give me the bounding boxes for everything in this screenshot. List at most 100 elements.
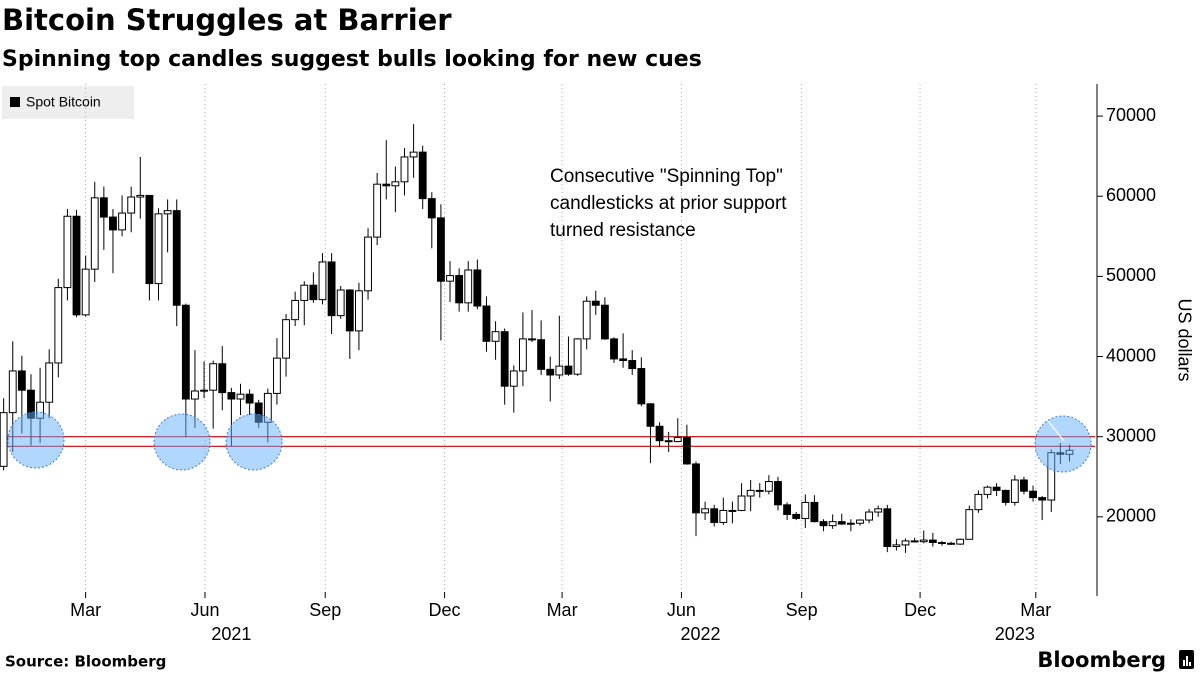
candle-body xyxy=(719,509,728,523)
candle-body xyxy=(892,544,901,548)
candle-body xyxy=(992,486,1001,491)
candle-body xyxy=(391,181,400,187)
x-tick-label: Jun xyxy=(667,600,696,620)
x-tick-label: Sep xyxy=(786,600,818,620)
candle-body xyxy=(628,360,637,370)
candle-body xyxy=(746,489,755,497)
candle-body xyxy=(191,390,199,400)
candle-body xyxy=(400,156,409,183)
candle-body xyxy=(509,370,518,387)
candle-body xyxy=(418,151,427,200)
x-tick-label: Jun xyxy=(190,600,219,620)
candle-body xyxy=(619,358,628,362)
candle-body xyxy=(928,539,937,543)
candle-body xyxy=(528,338,536,341)
candle-body xyxy=(573,338,582,375)
highlight-circles xyxy=(7,411,1092,473)
candle-body xyxy=(63,215,72,289)
candle-body xyxy=(728,509,737,512)
candle-body xyxy=(600,304,609,340)
candle-body xyxy=(382,183,391,187)
legend-box xyxy=(2,86,134,119)
annotation-line: candlesticks at prior support xyxy=(550,193,787,214)
candle-body xyxy=(518,338,527,372)
candle-body xyxy=(591,300,600,306)
candle-body xyxy=(236,393,245,400)
candle-body xyxy=(983,486,992,495)
candle-body xyxy=(974,493,983,511)
candle-body xyxy=(1010,479,1019,503)
x-tick-label: Mar xyxy=(547,600,578,620)
candle-body xyxy=(345,289,354,332)
candle-body xyxy=(482,305,491,342)
candle-body xyxy=(355,290,363,332)
candle-body xyxy=(710,508,719,523)
y-tick-label: 50000 xyxy=(1106,265,1156,285)
candle-body xyxy=(664,440,673,443)
candle-body xyxy=(755,489,764,492)
candle-body xyxy=(327,261,336,317)
candle-body xyxy=(273,357,281,394)
candle-body xyxy=(72,215,81,316)
candle-body xyxy=(245,393,254,404)
candle-body xyxy=(774,481,782,506)
candle-body xyxy=(819,521,828,527)
candle-body xyxy=(828,521,837,527)
candle-body xyxy=(109,216,117,231)
candle-body xyxy=(837,521,846,525)
candle-body xyxy=(865,511,873,521)
x-tick-label: Mar xyxy=(70,600,101,620)
candle-body xyxy=(610,338,618,360)
candle-body xyxy=(646,403,655,427)
y-tick-label: 30000 xyxy=(1106,425,1156,445)
candle-body xyxy=(373,183,382,238)
candle-body xyxy=(856,519,864,524)
candle-body xyxy=(1038,497,1047,501)
candle-body xyxy=(737,495,746,511)
candle-body xyxy=(0,412,8,467)
y-tick-label: 40000 xyxy=(1106,345,1156,365)
candle-body xyxy=(938,541,946,544)
x-year-label: 2021 xyxy=(211,624,251,644)
chart-title: Bitcoin Struggles at Barrier xyxy=(2,3,452,37)
brand-icon-bar xyxy=(1183,660,1185,666)
x-tick-label: Dec xyxy=(904,600,936,620)
highlight-circle xyxy=(225,413,283,471)
candle-body xyxy=(99,197,108,218)
candle-body xyxy=(209,363,218,391)
candle-body xyxy=(127,196,136,214)
candle-body xyxy=(965,509,974,540)
candle-body xyxy=(364,236,372,292)
candle-body xyxy=(1020,479,1028,492)
x-tick-label: Mar xyxy=(1020,600,1051,620)
y-tick-label: 70000 xyxy=(1106,105,1156,125)
candle-body xyxy=(154,213,163,285)
candle-body xyxy=(846,522,855,525)
candle-body xyxy=(300,284,309,301)
candle-body xyxy=(546,368,555,376)
brand: Bloomberg xyxy=(1037,648,1166,672)
candle-body xyxy=(637,368,646,405)
candle-body xyxy=(701,508,710,514)
candle-body xyxy=(181,304,190,400)
candle-body xyxy=(118,212,126,231)
candle-body xyxy=(564,365,573,375)
candle-body xyxy=(910,540,919,543)
brand-icon xyxy=(1179,650,1194,669)
y-tick-label: 60000 xyxy=(1106,185,1156,205)
candle-body xyxy=(673,436,682,442)
x-tick-label: Dec xyxy=(429,600,461,620)
candle-body xyxy=(491,331,500,342)
legend-label: Spot Bitcoin xyxy=(26,94,101,110)
candle-body xyxy=(682,436,691,465)
candle-body xyxy=(655,425,664,442)
candle-body xyxy=(582,300,591,340)
candle-body xyxy=(218,363,227,394)
annotation-line: Consecutive "Spinning Top" xyxy=(550,166,783,187)
chart-subtitle: Spinning top candles suggest bulls looki… xyxy=(2,47,702,72)
candle-body xyxy=(783,504,792,515)
candle-body xyxy=(17,370,26,391)
candle-body xyxy=(555,365,564,376)
pointer-line xyxy=(1047,420,1065,442)
